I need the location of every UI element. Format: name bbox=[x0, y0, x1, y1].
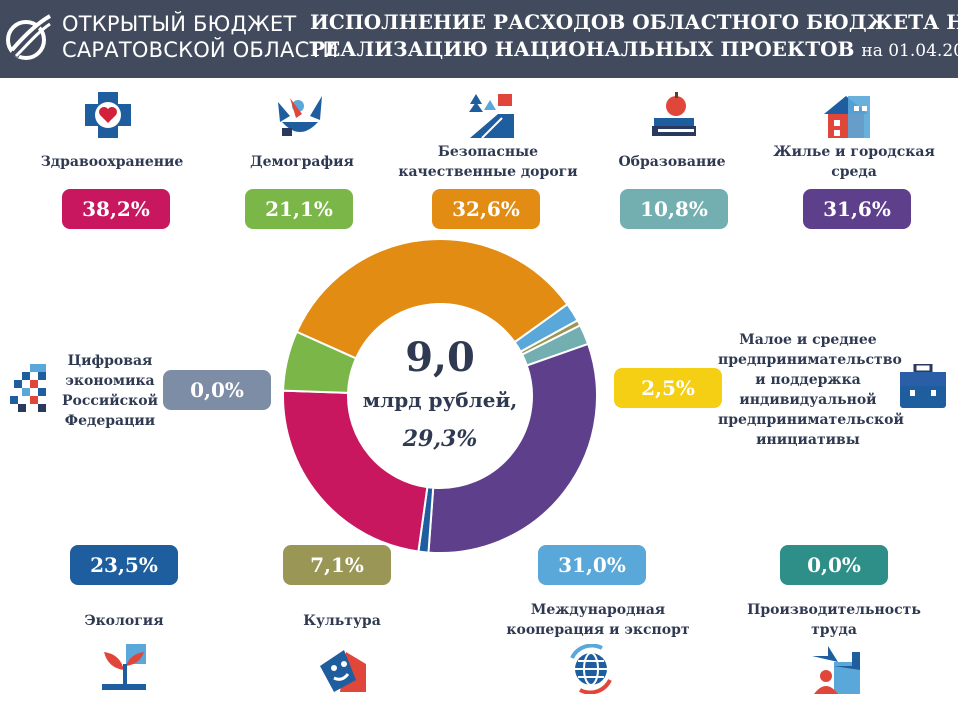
center-unit: млрд рублей, bbox=[362, 388, 518, 412]
healthcare-icon bbox=[85, 92, 131, 138]
label-productivity: Производительность труда bbox=[742, 600, 926, 640]
org-line-2: САРАТОВСКОЙ ОБЛАСТИ bbox=[62, 38, 339, 62]
label-productivity-line-1: Производительность bbox=[747, 602, 921, 618]
demography-icon bbox=[278, 96, 322, 136]
label-digital-line-1: Цифровая bbox=[67, 353, 153, 369]
label-digital-line-4: Федерации bbox=[64, 413, 156, 429]
briefcase-icon bbox=[900, 364, 946, 408]
culture-icon bbox=[320, 650, 366, 692]
ecology-icon bbox=[102, 644, 146, 690]
globe-icon bbox=[570, 644, 612, 694]
label-healthcare: Здравоохранение bbox=[20, 152, 204, 172]
label-sme: Малое и среднее предпринимательство и по… bbox=[718, 330, 904, 450]
label-sme-line-4: индивидуальной bbox=[739, 392, 877, 408]
donut-slice-7 bbox=[282, 330, 358, 394]
value-housing: 31,6% bbox=[803, 189, 911, 229]
value-culture: 7,1% bbox=[283, 545, 391, 585]
value-productivity: 0,0% bbox=[780, 545, 888, 585]
productivity-icon bbox=[812, 646, 860, 694]
budget-donut-chart bbox=[282, 238, 598, 554]
report-date: на 01.04.2023 bbox=[861, 41, 958, 61]
label-culture: Культура bbox=[262, 611, 422, 631]
title-line-2-text: РЕАЛИЗАЦИЮ НАЦИОНАЛЬНЫХ ПРОЕКТОВ bbox=[310, 37, 855, 61]
logo-icon bbox=[6, 14, 52, 60]
value-demography: 21,1% bbox=[245, 189, 353, 229]
title-line-1: ИСПОЛНЕНИЕ РАСХОДОВ ОБЛАСТНОГО БЮДЖЕТА Н… bbox=[310, 10, 958, 34]
donut-slices bbox=[282, 238, 598, 554]
value-export: 31,0% bbox=[538, 545, 646, 585]
organization-name: ОТКРЫТЫЙ БЮДЖЕТ САРАТОВСКОЙ ОБЛАСТИ bbox=[62, 11, 338, 63]
label-sme-line-6: инициативы bbox=[756, 432, 860, 448]
value-digital-economy: 0,0% bbox=[163, 370, 271, 410]
center-total: 9,0 bbox=[405, 334, 475, 381]
label-housing: Жилье и городская среда bbox=[766, 142, 942, 182]
label-roads: Безопасные качественные дороги bbox=[396, 142, 580, 182]
label-housing-line-2: среда bbox=[831, 164, 877, 180]
digital-economy-icon bbox=[10, 364, 46, 412]
label-education-line-1: Образование bbox=[618, 154, 726, 170]
label-sme-line-5: предпринимательской bbox=[718, 412, 904, 428]
label-sme-line-1: Малое и среднее bbox=[739, 332, 877, 348]
label-culture-line-1: Культура bbox=[303, 613, 381, 629]
label-roads-line-2: качественные дороги bbox=[398, 164, 578, 180]
label-housing-line-1: Жилье и городская bbox=[773, 144, 935, 160]
org-line-1: ОТКРЫТЫЙ БЮДЖЕТ bbox=[62, 12, 297, 36]
housing-icon bbox=[824, 96, 870, 138]
value-ecology: 23,5% bbox=[70, 545, 178, 585]
value-roads: 32,6% bbox=[432, 189, 540, 229]
label-digital-line-2: экономика bbox=[65, 373, 155, 389]
label-digital-line-3: Российской bbox=[61, 393, 159, 409]
donut-slice-4 bbox=[427, 342, 598, 554]
center-share: 29,3% bbox=[402, 426, 478, 452]
label-export-line-2: кооперация и экспорт bbox=[506, 622, 690, 638]
label-export-line-1: Международная bbox=[530, 602, 666, 618]
label-roads-line-1: Безопасные bbox=[437, 144, 539, 160]
page-title: ИСПОЛНЕНИЕ РАСХОДОВ ОБЛАСТНОГО БЮДЖЕТА Н… bbox=[310, 9, 958, 65]
label-demography: Демография bbox=[220, 152, 384, 172]
education-icon bbox=[652, 92, 696, 136]
donut-slice-0 bbox=[295, 238, 569, 360]
label-healthcare-line-1: Здравоохранение bbox=[40, 154, 184, 170]
label-ecology-line-1: Экология bbox=[84, 613, 164, 629]
label-export: Международная кооперация и экспорт bbox=[500, 600, 696, 640]
header-bar: ОТКРЫТЫЙ БЮДЖЕТ САРАТОВСКОЙ ОБЛАСТИ ИСПО… bbox=[0, 0, 958, 78]
value-sme: 2,5% bbox=[614, 368, 722, 408]
label-sme-line-3: и поддержка bbox=[755, 372, 861, 388]
title-line-2: РЕАЛИЗАЦИЮ НАЦИОНАЛЬНЫХ ПРОЕКТОВ на 01.0… bbox=[310, 36, 958, 65]
label-ecology: Экология bbox=[44, 611, 204, 631]
roads-icon bbox=[469, 94, 514, 138]
donut-slice-6 bbox=[282, 389, 429, 553]
value-education: 10,8% bbox=[620, 189, 728, 229]
label-demography-line-1: Демография bbox=[250, 154, 354, 170]
label-education: Образование bbox=[590, 152, 754, 172]
label-digital-economy: Цифровая экономика Российской Федерации bbox=[58, 351, 162, 431]
label-productivity-line-2: труда bbox=[811, 622, 857, 638]
value-healthcare: 38,2% bbox=[62, 189, 170, 229]
label-sme-line-2: предпринимательство bbox=[718, 352, 902, 368]
